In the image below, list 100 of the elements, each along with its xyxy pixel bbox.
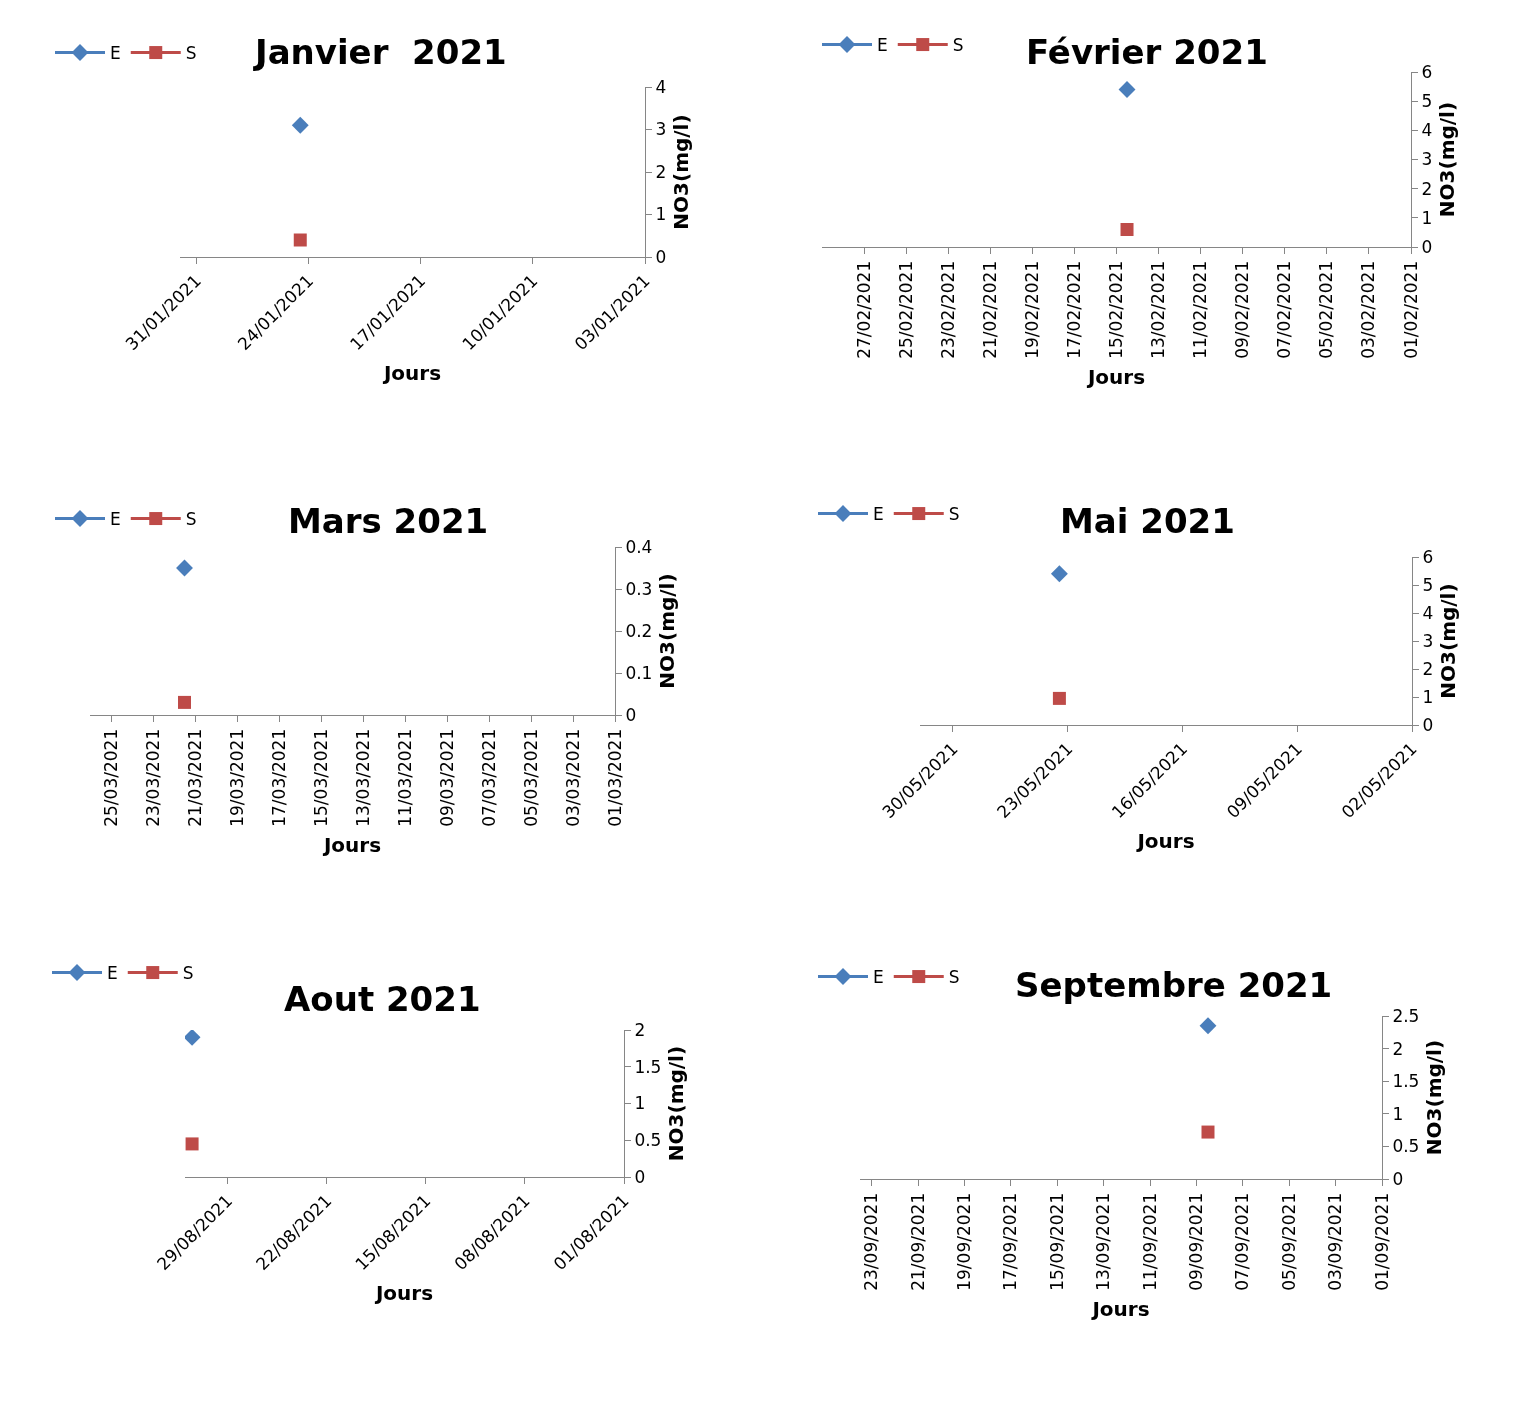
x-tick-label: 09/02/2021 xyxy=(1232,260,1253,359)
x-tick-label: 07/09/2021 xyxy=(1232,1192,1253,1291)
legend-label: S xyxy=(948,504,960,525)
x-tick-label: 13/03/2021 xyxy=(352,728,373,827)
y-tick-label: 1 xyxy=(1421,207,1433,228)
x-tick-label: 25/02/2021 xyxy=(895,260,916,359)
x-tick-label: 21/03/2021 xyxy=(184,728,205,827)
x-axis-title: Jours xyxy=(373,1280,434,1305)
chart-title: Février 2021 xyxy=(1026,32,1268,72)
y-axis-title: NO3(mg/l) xyxy=(654,573,679,689)
chart-title: Mars 2021 xyxy=(288,501,489,541)
chart-title: Aout 2021 xyxy=(284,979,481,1019)
y-axis-title: NO3(mg/l) xyxy=(1421,1039,1446,1156)
legend-label: S xyxy=(182,963,194,984)
x-tick-label: 05/02/2021 xyxy=(1316,260,1337,359)
x-tick-label: 03/02/2021 xyxy=(1358,260,1379,359)
legend-label: E xyxy=(110,509,121,530)
y-tick-label: 4 xyxy=(655,76,667,97)
x-axis-title: Jours xyxy=(321,833,382,858)
y-tick-label: 0 xyxy=(655,246,667,267)
y-tick-label: 0 xyxy=(1421,236,1433,257)
x-tick-label: 03/03/2021 xyxy=(562,728,583,827)
y-tick-label: 3 xyxy=(1422,630,1434,651)
x-tick-label: 13/09/2021 xyxy=(1093,1192,1114,1291)
y-tick-label: 5 xyxy=(1422,574,1434,595)
y-tick-label: 0.4 xyxy=(625,536,653,557)
y-tick-label: 2 xyxy=(1392,1038,1404,1059)
y-tick-label: 4 xyxy=(1421,120,1433,141)
x-axis-title: Jours xyxy=(381,360,442,385)
y-tick-label: 5 xyxy=(1421,91,1433,112)
y-tick-label: 1 xyxy=(655,204,667,225)
x-tick-label: 13/02/2021 xyxy=(1148,260,1169,359)
x-tick-label: 15/02/2021 xyxy=(1106,260,1127,359)
y-axis-title: NO3(mg/l) xyxy=(1434,101,1459,218)
legend-label: E xyxy=(873,967,884,988)
y-tick-label: 0.2 xyxy=(625,620,653,641)
y-tick-label: 2.5 xyxy=(1392,1005,1420,1026)
y-tick-label: 1 xyxy=(634,1093,646,1114)
x-tick-label: 23/02/2021 xyxy=(937,260,958,359)
y-tick-label: 3 xyxy=(655,119,667,140)
y-tick-label: 2 xyxy=(1422,658,1434,679)
y-tick-label: 1 xyxy=(1392,1103,1404,1124)
x-tick-label: 17/03/2021 xyxy=(268,728,289,827)
y-tick-label: 2 xyxy=(634,1019,646,1040)
y-tick-label: 6 xyxy=(1421,61,1433,82)
y-axis-title: NO3(mg/l) xyxy=(1435,583,1460,699)
legend-label: E xyxy=(873,504,884,525)
x-tick-label: 09/03/2021 xyxy=(436,728,457,827)
x-axis-title: Jours xyxy=(1090,1297,1150,1322)
x-tick-label: 07/03/2021 xyxy=(478,728,499,827)
x-tick-label: 01/09/2021 xyxy=(1371,1192,1392,1291)
x-axis-title: Jours xyxy=(1085,365,1146,390)
y-tick-label: 4 xyxy=(1422,602,1434,623)
chart-title: Septembre 2021 xyxy=(1015,965,1333,1005)
legend-label: E xyxy=(877,35,888,56)
x-tick-label: 05/03/2021 xyxy=(520,728,541,827)
x-tick-label: 19/02/2021 xyxy=(1021,260,1042,359)
legend-label: S xyxy=(185,43,197,64)
x-tick-label: 19/09/2021 xyxy=(953,1192,974,1291)
y-tick-label: 0.3 xyxy=(625,578,653,599)
x-tick-label: 01/03/2021 xyxy=(604,728,625,827)
x-tick-label: 21/09/2021 xyxy=(907,1192,928,1291)
legend-label: S xyxy=(948,967,960,988)
x-tick-label: 11/09/2021 xyxy=(1139,1192,1160,1291)
y-tick-label: 0 xyxy=(625,704,637,725)
y-tick-label: 1.5 xyxy=(634,1056,662,1077)
y-tick-label: 0.5 xyxy=(634,1130,662,1151)
x-tick-label: 17/09/2021 xyxy=(1000,1192,1021,1291)
y-tick-label: 0 xyxy=(1392,1168,1404,1189)
y-tick-label: 0.5 xyxy=(1392,1136,1420,1157)
x-tick-label: 03/09/2021 xyxy=(1325,1192,1346,1291)
y-tick-label: 2 xyxy=(655,161,667,182)
x-tick-label: 15/03/2021 xyxy=(310,728,331,827)
y-tick-label: 0 xyxy=(634,1166,646,1187)
y-tick-label: 3 xyxy=(1421,149,1433,170)
x-tick-label: 23/03/2021 xyxy=(142,728,163,827)
chart-title: Janvier 2021 xyxy=(253,32,507,72)
x-tick-label: 27/02/2021 xyxy=(853,260,874,359)
x-tick-label: 05/09/2021 xyxy=(1278,1192,1299,1291)
legend-label: E xyxy=(110,43,121,64)
chart-title: Mai 2021 xyxy=(1060,501,1235,541)
y-axis-title: NO3(mg/l) xyxy=(663,1045,688,1162)
x-tick-label: 21/02/2021 xyxy=(979,260,1000,359)
x-tick-label: 25/03/2021 xyxy=(100,728,121,827)
y-tick-label: 2 xyxy=(1421,178,1433,199)
y-tick-label: 0.1 xyxy=(625,662,653,683)
legend-label: E xyxy=(107,963,118,984)
legend-label: S xyxy=(185,509,197,530)
x-axis-title: Jours xyxy=(1135,828,1195,853)
x-tick-label: 11/02/2021 xyxy=(1190,260,1211,359)
x-tick-label: 15/09/2021 xyxy=(1046,1192,1067,1291)
x-tick-label: 11/03/2021 xyxy=(394,728,415,827)
y-tick-label: 0 xyxy=(1422,714,1434,735)
x-tick-label: 07/02/2021 xyxy=(1274,260,1295,359)
x-tick-label: 23/09/2021 xyxy=(861,1192,882,1291)
y-tick-label: 1 xyxy=(1422,686,1434,707)
y-tick-label: 1.5 xyxy=(1392,1071,1420,1092)
legend-label: S xyxy=(952,35,964,56)
x-tick-label: 09/09/2021 xyxy=(1185,1192,1206,1291)
x-tick-label: 01/02/2021 xyxy=(1400,260,1421,359)
